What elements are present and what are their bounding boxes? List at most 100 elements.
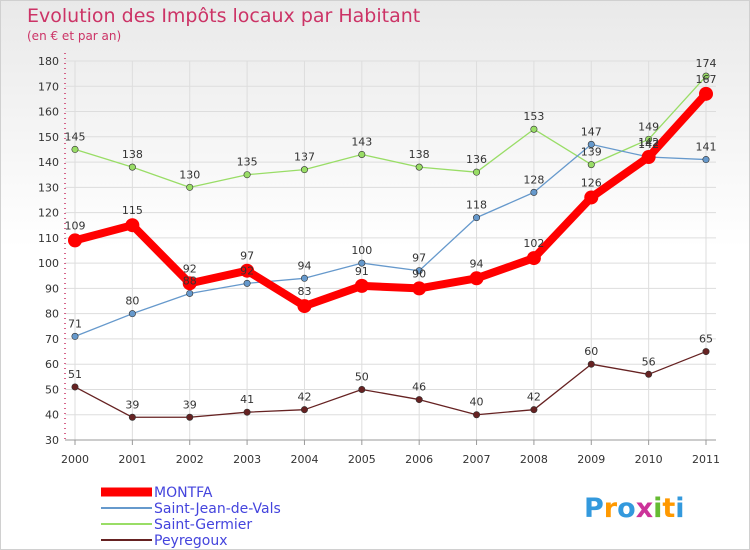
data-label-saint-germier: 149	[638, 120, 659, 133]
point-peyregoux	[186, 413, 194, 421]
data-label-saint-germier: 137	[294, 151, 315, 164]
x-tick-label: 2005	[348, 453, 376, 466]
data-label-saint-germier: 145	[65, 130, 86, 143]
data-label-saint-jean-de-vals: 142	[638, 138, 659, 151]
data-label-peyregoux: 39	[125, 398, 139, 411]
point-montfa	[584, 190, 599, 205]
data-label-saint-jean-de-vals: 71	[68, 317, 82, 330]
x-tick-label: 2004	[290, 453, 318, 466]
data-label-saint-jean-de-vals: 147	[581, 125, 602, 138]
data-label-saint-jean-de-vals: 128	[523, 173, 544, 186]
point-montfa	[469, 271, 484, 286]
data-label-montfa: 91	[355, 265, 369, 278]
point-saint-germier	[645, 135, 653, 143]
y-tick-label: 70	[45, 333, 59, 346]
y-tick-label: 120	[38, 207, 59, 220]
data-label-montfa: 102	[523, 237, 544, 250]
point-saint-germier	[71, 145, 79, 153]
data-label-montfa: 97	[240, 250, 254, 263]
legend: MONTFASaint-Jean-de-ValsSaint-GermierPey…	[101, 485, 281, 549]
y-tick-label: 180	[38, 55, 59, 68]
point-saint-jean-de-vals	[300, 274, 308, 282]
point-peyregoux	[71, 383, 79, 391]
data-label-saint-jean-de-vals: 92	[240, 264, 254, 277]
point-saint-jean-de-vals	[587, 140, 595, 148]
point-peyregoux	[702, 348, 710, 356]
data-label-montfa: 142	[638, 136, 659, 149]
data-label-montfa: 94	[470, 257, 484, 270]
x-tick-label: 2000	[61, 453, 89, 466]
data-label-saint-germier: 138	[122, 148, 143, 161]
data-label-peyregoux: 39	[183, 398, 197, 411]
point-saint-germier	[128, 163, 136, 171]
logo-wordmark: Proxiti	[584, 493, 685, 524]
point-montfa	[297, 299, 312, 314]
logo-letter: t	[662, 493, 675, 524]
y-tick-label: 60	[45, 358, 59, 371]
point-saint-germier	[473, 168, 481, 176]
x-tick-label: 2003	[233, 453, 261, 466]
data-label-montfa: 83	[297, 285, 311, 298]
x-tick-label: 2007	[463, 453, 491, 466]
logo-letter: i	[653, 493, 662, 524]
legend-label-saint-germier: Saint-Germier	[154, 517, 252, 533]
data-label-peyregoux: 50	[355, 370, 369, 383]
y-tick-label: 160	[38, 106, 59, 119]
point-montfa	[412, 281, 427, 296]
point-montfa	[354, 278, 369, 293]
data-label-saint-jean-de-vals: 94	[297, 259, 311, 272]
series-line-saint-germier	[74, 75, 707, 188]
data-label-saint-jean-de-vals: 100	[351, 244, 372, 257]
x-tick-label: 2002	[176, 453, 204, 466]
point-saint-germier	[243, 171, 251, 179]
logo-letter: o	[617, 493, 636, 524]
point-saint-jean-de-vals	[530, 188, 538, 196]
point-saint-germier	[358, 150, 366, 158]
point-montfa	[641, 150, 656, 165]
point-saint-jean-de-vals	[473, 214, 481, 222]
data-label-saint-germier: 135	[237, 156, 258, 169]
point-montfa	[526, 251, 541, 266]
point-saint-jean-de-vals	[128, 310, 136, 318]
point-montfa	[68, 233, 82, 248]
point-saint-germier	[587, 161, 595, 169]
point-saint-germier	[186, 183, 194, 191]
series-line-peyregoux	[74, 350, 707, 418]
point-peyregoux	[530, 406, 538, 414]
point-peyregoux	[645, 370, 653, 378]
point-montfa	[125, 218, 140, 233]
data-label-saint-germier: 138	[409, 148, 430, 161]
series-line-saint-jean-de-vals	[74, 143, 707, 338]
point-peyregoux	[128, 413, 136, 421]
data-label-montfa: 115	[122, 204, 143, 217]
y-tick-label: 90	[45, 282, 59, 295]
chart-title: Evolution des Impôts locaux par Habitant	[27, 5, 420, 27]
point-saint-germier	[300, 166, 308, 174]
y-tick-label: 150	[38, 131, 59, 144]
data-label-saint-jean-de-vals: 88	[183, 274, 197, 287]
x-tick-label: 2011	[692, 453, 720, 466]
point-montfa	[182, 276, 197, 291]
data-label-saint-germier: 130	[179, 168, 200, 181]
logo-letter: r	[604, 493, 618, 524]
data-label-saint-germier: 139	[581, 146, 602, 159]
point-saint-germier	[530, 125, 538, 133]
legend-label-saint-jean-de-vals: Saint-Jean-de-Vals	[154, 501, 281, 517]
series-line-montfa	[71, 89, 710, 311]
proxiti-logo: Proxiti	[584, 493, 685, 524]
data-label-montfa: 92	[183, 262, 197, 275]
data-label-saint-germier: 143	[351, 135, 372, 148]
point-saint-germier	[415, 163, 423, 171]
y-tick-label: 130	[38, 181, 59, 194]
series-group	[68, 72, 713, 421]
point-montfa	[699, 86, 713, 101]
axes: 30 40 50 60 70 80 90 100 110 120 130 140 150 160 170 18…	[38, 53, 720, 466]
legend-label-montfa: MONTFA	[154, 485, 213, 501]
data-label-peyregoux: 42	[527, 391, 541, 404]
data-label-saint-jean-de-vals: 141	[696, 141, 717, 154]
y-tick-label: 100	[38, 257, 59, 270]
data-label-peyregoux: 60	[584, 345, 598, 358]
point-peyregoux	[358, 385, 366, 393]
y-tick-label: 110	[38, 232, 59, 245]
